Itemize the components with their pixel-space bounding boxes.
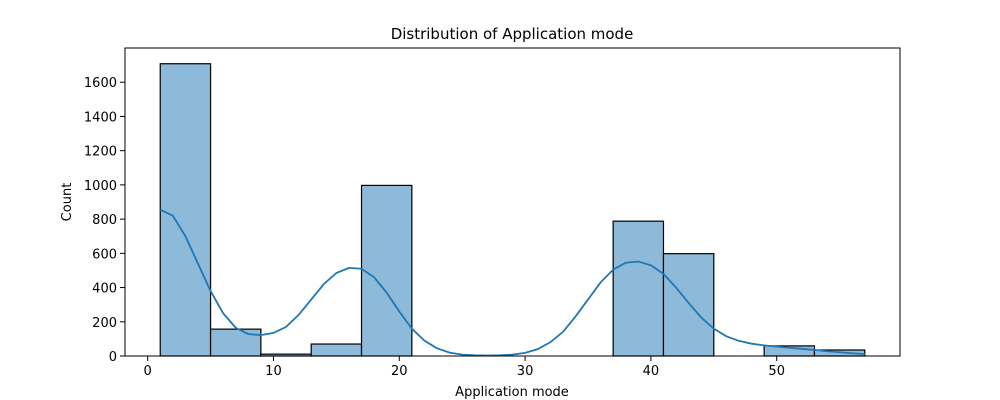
- x-tick-label: 0: [144, 364, 152, 379]
- plot-area: [125, 48, 900, 356]
- histogram-bar: [209, 328, 262, 357]
- y-tick-label: 400: [92, 282, 117, 297]
- y-tick-label: 600: [92, 247, 117, 262]
- histogram-bar: [612, 220, 665, 357]
- x-tick-label: 10: [265, 364, 282, 379]
- x-tick-label: 50: [768, 364, 785, 379]
- y-tick-label: 200: [92, 316, 117, 331]
- histogram-bar: [360, 184, 413, 357]
- y-tick-label: 1600: [84, 76, 117, 91]
- x-tick-label: 30: [517, 364, 534, 379]
- x-tick-label: 40: [643, 364, 660, 379]
- histogram-bar: [662, 253, 715, 357]
- y-tick-label: 800: [92, 213, 117, 228]
- histogram-bar: [310, 343, 363, 357]
- y-tick-label: 0: [109, 350, 117, 365]
- y-axis-label: Count: [60, 183, 75, 222]
- bars-layer: [159, 63, 866, 357]
- kde-line: [159, 208, 865, 357]
- y-tick-label: 1400: [84, 110, 117, 125]
- y-axis-ticks: 0 200 400 600 800 1000 1200 1400 1600: [84, 76, 125, 365]
- y-tick-label: 1000: [84, 179, 117, 194]
- chart-title: Distribution of Application mode: [391, 25, 634, 43]
- histogram-bar: [159, 63, 212, 357]
- x-tick-label: 20: [391, 364, 408, 379]
- y-tick-label: 1200: [84, 145, 117, 160]
- x-axis-ticks: 0 10 20 30 40 50: [144, 356, 785, 379]
- plot-frame: [124, 47, 901, 357]
- x-axis-label: Application mode: [455, 385, 569, 400]
